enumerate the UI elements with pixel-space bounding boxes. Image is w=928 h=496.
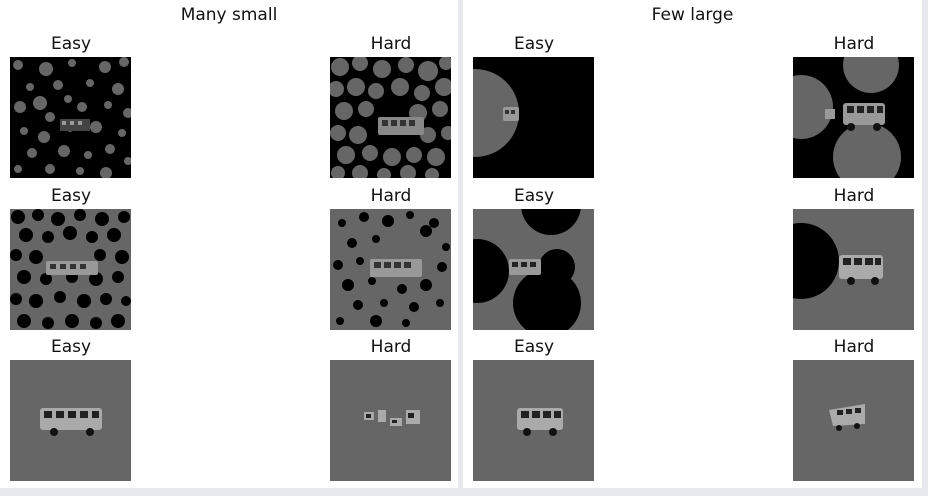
thumbnail-image [473, 57, 594, 178]
thumbnail-image [793, 57, 914, 178]
label-hard: Hard [370, 34, 412, 54]
label-easy: Easy [513, 337, 555, 357]
panel-title: Many small [180, 5, 278, 25]
thumbnail-image [330, 209, 451, 330]
panel-few-large: Few large Easy Hard [463, 0, 922, 488]
label-easy: Easy [513, 34, 555, 54]
thumbnail-image [330, 360, 451, 481]
panel-many-small: Many small Easy Hard [0, 0, 458, 488]
label-easy: Easy [50, 186, 92, 206]
thumbnail-image [330, 57, 451, 178]
thumbnail-image [473, 360, 594, 481]
label-easy: Easy [50, 34, 92, 54]
label-hard: Hard [370, 186, 412, 206]
thumbnail-image [10, 360, 131, 481]
label-hard: Hard [833, 186, 875, 206]
thumbnail-image [793, 209, 914, 330]
label-hard: Hard [833, 337, 875, 357]
thumbnail-image [10, 209, 131, 330]
label-easy: Easy [513, 186, 555, 206]
thumbnail-image [10, 57, 131, 178]
label-hard: Hard [833, 34, 875, 54]
thumbnail-image [473, 209, 594, 330]
label-hard: Hard [370, 337, 412, 357]
thumbnail-image [793, 360, 914, 481]
label-easy: Easy [50, 337, 92, 357]
panel-title: Few large [651, 5, 734, 25]
